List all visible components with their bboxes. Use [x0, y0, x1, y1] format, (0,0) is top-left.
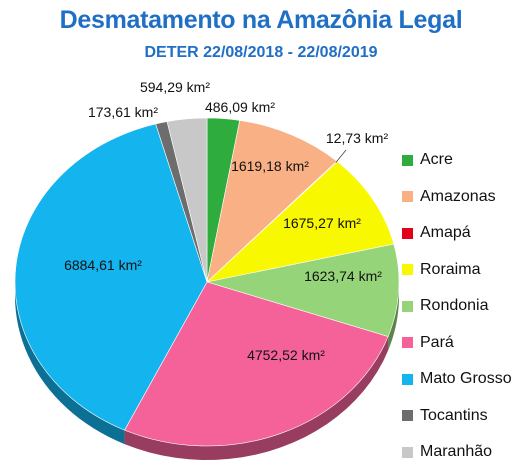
legend-item: Mato Grosso [402, 361, 512, 398]
legend-item: Amazonas [402, 179, 512, 216]
data-label-acre: 486,09 km² [205, 99, 275, 115]
legend-item: Maranhão [402, 434, 512, 471]
legend-swatch [402, 191, 413, 203]
legend-label: Amazonas [420, 187, 496, 205]
legend-item: Roraima [402, 252, 512, 289]
legend-swatch [402, 154, 413, 166]
pie-side-4 [388, 282, 399, 351]
legend-swatch [402, 300, 413, 312]
legend-swatch [402, 410, 413, 422]
pie-side-5 [124, 336, 389, 460]
pie-slice-amazonas [206, 120, 338, 283]
legend-label: Rondonia [420, 297, 489, 315]
data-label-maranhão: 594,29 km² [140, 79, 210, 95]
leader-line-amapa [335, 149, 347, 163]
chart-title: Desmatamento na Amazônia Legal [59, 6, 463, 34]
pie-slice-pará [124, 281, 389, 447]
legend-item: Pará [402, 325, 512, 362]
legend-swatch [402, 446, 413, 458]
pie-slice-maranhão [166, 117, 208, 283]
legend-swatch [402, 264, 413, 276]
pie-slice-rondonia [206, 243, 400, 337]
pie-slice-roraima [206, 161, 395, 283]
legend-label: Mato Grosso [420, 370, 512, 388]
legend-label: Amapá [420, 224, 471, 242]
legend-item: Amapá [402, 215, 512, 252]
data-label-tocantins: 173,61 km² [88, 104, 158, 120]
legend-label: Acre [420, 151, 453, 169]
legend-label: Maranhão [420, 443, 493, 461]
data-label-mato-grosso: 6884,61 km² [64, 257, 142, 273]
pie-slice-mato-grosso [14, 123, 208, 431]
data-label-roraima: 1675,27 km² [283, 215, 361, 231]
data-label-amazonas: 1619,18 km² [231, 158, 309, 174]
legend-label: Pará [420, 333, 454, 351]
legend-label: Roraima [420, 260, 481, 278]
legend-label: Tocantins [420, 406, 488, 424]
legend-item: Tocantins [402, 398, 512, 435]
data-label-pará: 4752,52 km² [247, 347, 325, 363]
legend-swatch [402, 337, 413, 349]
data-label-amapá: 12,73 km² [326, 130, 389, 146]
legend-swatch [402, 373, 413, 385]
pie-side-6 [15, 282, 125, 445]
legend-item: Acre [402, 142, 512, 179]
data-label-rondonia: 1623,74 km² [304, 268, 382, 284]
legend: Acre Amazonas Amapá Roraima Rondonia Pará Mato… [402, 142, 512, 471]
legend-item: Rondonia [402, 288, 512, 325]
chart-subtitle: DETER 22/08/2018 - 22/08/2019 [144, 44, 378, 61]
legend-swatch [402, 227, 413, 239]
